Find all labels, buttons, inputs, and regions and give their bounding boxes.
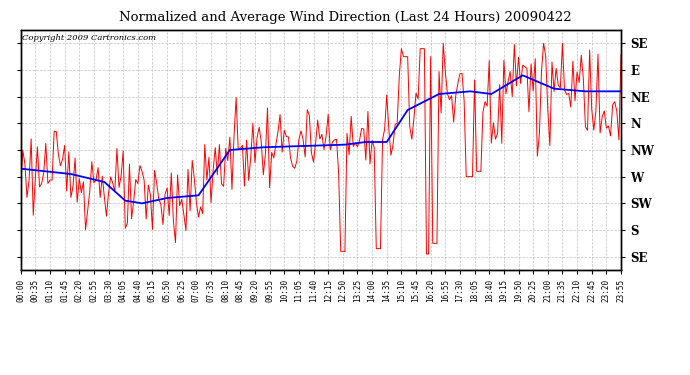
Text: Normalized and Average Wind Direction (Last 24 Hours) 20090422: Normalized and Average Wind Direction (L… [119, 11, 571, 24]
Text: Copyright 2009 Cartronics.com: Copyright 2009 Cartronics.com [22, 34, 156, 42]
